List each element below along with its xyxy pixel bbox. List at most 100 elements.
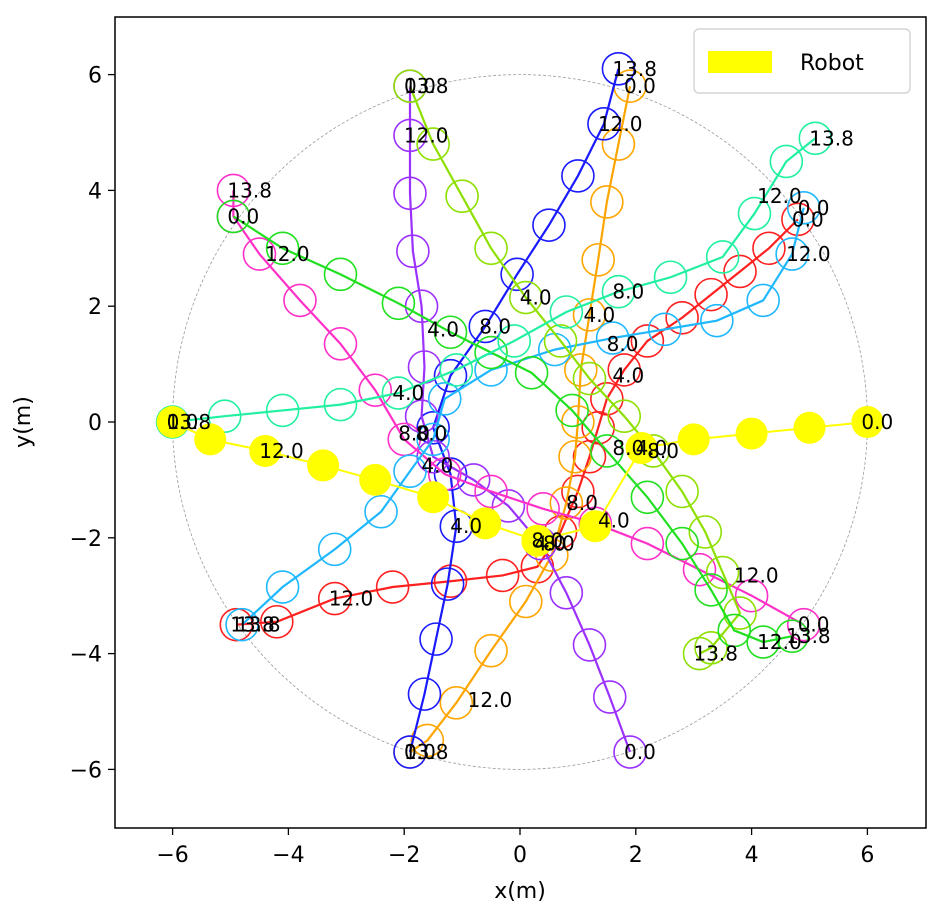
- agent-position-marker: [786, 190, 821, 225]
- x-tick-label: −6: [156, 843, 188, 868]
- agent-position-marker: [737, 196, 772, 231]
- y-axis-title: y(m): [11, 396, 36, 448]
- agent-path-line: [232, 190, 805, 626]
- agent-position-marker: [572, 439, 607, 474]
- agent-position-marker: [387, 422, 422, 457]
- agent-position-marker: [500, 257, 534, 292]
- agent-position-marker: [474, 335, 508, 370]
- agent-position-marker: [410, 723, 445, 758]
- time-label: 8.0: [543, 532, 575, 556]
- agent-position-marker: [694, 573, 728, 607]
- agent-position-marker: [775, 619, 809, 654]
- agent-position-marker: [375, 570, 410, 604]
- time-label: 13.8: [786, 624, 831, 648]
- agent-position-marker: [207, 399, 242, 434]
- agent-position-marker: [607, 399, 642, 434]
- agent-position-marker: [647, 312, 682, 347]
- y-tick-label: −4: [70, 643, 102, 668]
- agent-position-marker: [630, 324, 665, 358]
- time-label: 0.0: [624, 740, 656, 764]
- robot-position-marker: [307, 449, 340, 482]
- agent-position-marker: [630, 480, 665, 515]
- time-label: 12.0: [598, 112, 643, 136]
- agent-position-marker: [705, 555, 740, 590]
- agent-position-marker: [563, 353, 598, 387]
- time-label: 13.8: [236, 613, 281, 637]
- agent-position-marker: [561, 474, 595, 509]
- agent-position-marker: [682, 552, 717, 587]
- agent-position-marker: [769, 144, 804, 179]
- agent-position-marker: [549, 295, 584, 329]
- agent-position-marker: [468, 309, 503, 344]
- agent-position-marker: [630, 526, 665, 561]
- agent-position-marker: [323, 257, 358, 292]
- agent-position-marker: [242, 237, 277, 271]
- time-label: 0.0: [404, 74, 436, 98]
- time-label: 13.8: [404, 74, 449, 98]
- agent-trajectory-6: [393, 69, 757, 671]
- agent-position-marker: [549, 576, 584, 610]
- agent-position-marker: [216, 173, 251, 208]
- y-tick-label: −2: [70, 527, 102, 552]
- agent-position-marker: [590, 434, 624, 468]
- agent-position-marker: [705, 240, 740, 274]
- agent-position-marker: [665, 526, 699, 561]
- y-tick-label: 6: [88, 64, 102, 89]
- agent-position-marker: [532, 208, 566, 242]
- agent-position-marker: [416, 422, 450, 457]
- agent-position-marker: [723, 254, 757, 289]
- time-label: 8.0: [607, 332, 639, 356]
- agent-position-marker: [393, 69, 427, 103]
- agent-position-marker: [407, 677, 442, 711]
- agent-position-marker: [653, 260, 688, 295]
- agent-path-line: [408, 68, 620, 753]
- agent-position-marker: [595, 321, 630, 355]
- agent-position-marker: [419, 622, 453, 656]
- time-label: 4.0: [636, 436, 668, 460]
- time-label: 12.0: [468, 688, 513, 712]
- time-label: 0.0: [798, 196, 830, 220]
- agent-position-marker: [514, 355, 549, 390]
- legend: Robot: [693, 28, 911, 94]
- time-label: 0.0: [624, 74, 656, 98]
- time-label: 12.0: [329, 587, 374, 611]
- agent-position-marker: [526, 492, 560, 526]
- agent-position-marker: [474, 231, 508, 266]
- agent-position-marker: [430, 567, 465, 601]
- time-label: 8.0: [647, 439, 679, 463]
- time-label: 8.0: [479, 314, 511, 338]
- agent-position-marker: [381, 286, 416, 321]
- agent-position-marker: [775, 237, 809, 271]
- agent-position-marker: [607, 353, 642, 387]
- agent-position-marker: [581, 243, 615, 277]
- time-label: 12.0: [757, 630, 802, 654]
- agent-path-line: [236, 218, 799, 626]
- agent-position-marker: [439, 686, 474, 720]
- agent-position-marker: [416, 410, 450, 445]
- agent-position-marker: [682, 636, 717, 671]
- agent-position-marker: [592, 680, 627, 714]
- agent-position-marker: [433, 358, 468, 393]
- agent-position-marker: [746, 283, 780, 318]
- agent-position-marker: [393, 118, 427, 153]
- agent-path-line: [409, 85, 632, 753]
- robot-position-marker: [625, 432, 658, 465]
- y-axis-ticks: −6 −4 −2 0 2 4 6: [70, 64, 115, 783]
- agent-position-marker: [216, 199, 251, 234]
- agent-position-marker: [396, 234, 430, 268]
- time-label: 13.8: [227, 178, 272, 202]
- agent-position-marker: [572, 298, 607, 332]
- agent-position-marker: [601, 52, 636, 86]
- time-label: 8.0: [612, 280, 644, 304]
- agent-position-marker: [694, 277, 728, 312]
- robot-position-marker: [579, 510, 612, 543]
- time-label: 8.0: [398, 422, 430, 446]
- time-label: 13.8: [809, 126, 854, 150]
- agent-position-marker: [549, 486, 584, 520]
- agent-trajectory-4: [216, 173, 821, 642]
- agent-position-marker: [445, 179, 479, 213]
- legend-box: [693, 28, 911, 94]
- x-tick-label: 0: [513, 843, 527, 868]
- robot-position-marker: [417, 481, 450, 514]
